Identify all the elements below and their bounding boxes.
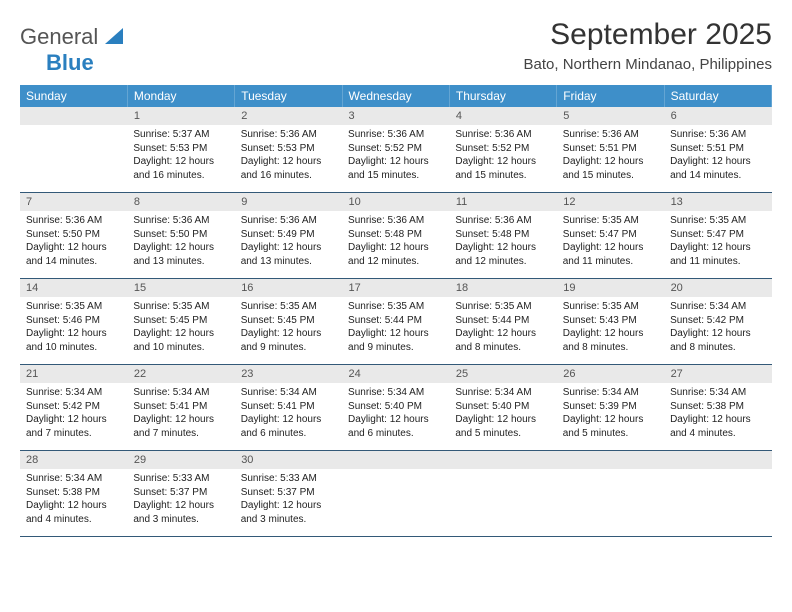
day-detail-cell [20, 125, 127, 193]
day-detail-cell [557, 469, 664, 537]
day-detail-cell [664, 469, 771, 537]
day-detail-cell: Sunrise: 5:34 AMSunset: 5:38 PMDaylight:… [20, 469, 127, 537]
day-detail-cell: Sunrise: 5:37 AMSunset: 5:53 PMDaylight:… [127, 125, 234, 193]
day-detail-cell: Sunrise: 5:36 AMSunset: 5:51 PMDaylight:… [557, 125, 664, 193]
day-detail-cell: Sunrise: 5:36 AMSunset: 5:48 PMDaylight:… [342, 211, 449, 279]
logo: General Blue [20, 18, 123, 76]
day-detail-cell: Sunrise: 5:36 AMSunset: 5:52 PMDaylight:… [342, 125, 449, 193]
day-detail-cell: Sunrise: 5:34 AMSunset: 5:41 PMDaylight:… [127, 383, 234, 451]
day-number-row: 78910111213 [20, 193, 772, 212]
day-header-cell: Friday [557, 85, 664, 107]
day-detail-cell: Sunrise: 5:35 AMSunset: 5:44 PMDaylight:… [449, 297, 556, 365]
month-title: September 2025 [524, 18, 772, 52]
location-text: Bato, Northern Mindanao, Philippines [524, 56, 772, 73]
day-number-cell: 23 [235, 365, 342, 384]
day-number-row: 14151617181920 [20, 279, 772, 298]
day-detail-cell: Sunrise: 5:34 AMSunset: 5:38 PMDaylight:… [664, 383, 771, 451]
day-detail-cell: Sunrise: 5:34 AMSunset: 5:39 PMDaylight:… [557, 383, 664, 451]
day-number-cell: 25 [449, 365, 556, 384]
day-detail-cell: Sunrise: 5:34 AMSunset: 5:40 PMDaylight:… [449, 383, 556, 451]
day-number-cell: 16 [235, 279, 342, 298]
day-number-cell: 12 [557, 193, 664, 212]
day-detail-row: Sunrise: 5:36 AMSunset: 5:50 PMDaylight:… [20, 211, 772, 279]
day-number-cell: 8 [127, 193, 234, 212]
day-number-cell: 2 [235, 107, 342, 125]
day-header-cell: Tuesday [235, 85, 342, 107]
day-number-cell: 17 [342, 279, 449, 298]
day-detail-cell: Sunrise: 5:36 AMSunset: 5:51 PMDaylight:… [664, 125, 771, 193]
day-number-cell: 26 [557, 365, 664, 384]
calendar-table: SundayMondayTuesdayWednesdayThursdayFrid… [20, 85, 772, 537]
day-number-cell: 27 [664, 365, 771, 384]
day-header-cell: Wednesday [342, 85, 449, 107]
day-detail-cell: Sunrise: 5:36 AMSunset: 5:48 PMDaylight:… [449, 211, 556, 279]
day-number-cell: 9 [235, 193, 342, 212]
day-detail-cell: Sunrise: 5:36 AMSunset: 5:53 PMDaylight:… [235, 125, 342, 193]
day-number-cell [342, 451, 449, 470]
day-number-cell: 18 [449, 279, 556, 298]
day-number-cell: 6 [664, 107, 771, 125]
day-detail-row: Sunrise: 5:37 AMSunset: 5:53 PMDaylight:… [20, 125, 772, 193]
day-header-cell: Thursday [449, 85, 556, 107]
day-detail-cell: Sunrise: 5:34 AMSunset: 5:40 PMDaylight:… [342, 383, 449, 451]
day-number-cell [557, 451, 664, 470]
day-detail-cell [342, 469, 449, 537]
day-number-cell: 15 [127, 279, 234, 298]
day-number-cell: 14 [20, 279, 127, 298]
day-number-row: 282930 [20, 451, 772, 470]
day-detail-cell: Sunrise: 5:35 AMSunset: 5:45 PMDaylight:… [127, 297, 234, 365]
day-number-cell: 3 [342, 107, 449, 125]
day-number-cell: 22 [127, 365, 234, 384]
day-number-row: 123456 [20, 107, 772, 125]
day-number-cell [20, 107, 127, 125]
day-detail-row: Sunrise: 5:35 AMSunset: 5:46 PMDaylight:… [20, 297, 772, 365]
day-number-cell: 29 [127, 451, 234, 470]
logo-sail-icon [105, 28, 123, 44]
day-number-cell: 24 [342, 365, 449, 384]
day-number-cell [449, 451, 556, 470]
day-detail-cell: Sunrise: 5:35 AMSunset: 5:43 PMDaylight:… [557, 297, 664, 365]
day-number-cell: 4 [449, 107, 556, 125]
day-detail-cell: Sunrise: 5:36 AMSunset: 5:50 PMDaylight:… [20, 211, 127, 279]
day-header-cell: Monday [127, 85, 234, 107]
day-detail-cell: Sunrise: 5:35 AMSunset: 5:44 PMDaylight:… [342, 297, 449, 365]
day-number-cell: 13 [664, 193, 771, 212]
day-detail-cell [449, 469, 556, 537]
day-detail-cell: Sunrise: 5:33 AMSunset: 5:37 PMDaylight:… [127, 469, 234, 537]
day-detail-cell: Sunrise: 5:35 AMSunset: 5:45 PMDaylight:… [235, 297, 342, 365]
logo-word2: Blue [20, 50, 94, 75]
day-detail-cell: Sunrise: 5:36 AMSunset: 5:50 PMDaylight:… [127, 211, 234, 279]
day-number-cell: 11 [449, 193, 556, 212]
day-number-cell: 5 [557, 107, 664, 125]
day-detail-cell: Sunrise: 5:34 AMSunset: 5:41 PMDaylight:… [235, 383, 342, 451]
day-number-cell: 21 [20, 365, 127, 384]
day-number-cell: 28 [20, 451, 127, 470]
day-number-cell: 30 [235, 451, 342, 470]
day-number-cell: 20 [664, 279, 771, 298]
day-detail-cell: Sunrise: 5:33 AMSunset: 5:37 PMDaylight:… [235, 469, 342, 537]
day-number-cell: 1 [127, 107, 234, 125]
day-detail-cell: Sunrise: 5:35 AMSunset: 5:46 PMDaylight:… [20, 297, 127, 365]
day-detail-cell: Sunrise: 5:35 AMSunset: 5:47 PMDaylight:… [664, 211, 771, 279]
day-detail-row: Sunrise: 5:34 AMSunset: 5:38 PMDaylight:… [20, 469, 772, 537]
day-detail-row: Sunrise: 5:34 AMSunset: 5:42 PMDaylight:… [20, 383, 772, 451]
day-detail-cell: Sunrise: 5:34 AMSunset: 5:42 PMDaylight:… [20, 383, 127, 451]
day-number-cell: 19 [557, 279, 664, 298]
day-header-cell: Sunday [20, 85, 127, 107]
day-detail-cell: Sunrise: 5:36 AMSunset: 5:49 PMDaylight:… [235, 211, 342, 279]
day-number-cell: 10 [342, 193, 449, 212]
logo-word1: General [20, 24, 98, 49]
title-block: September 2025 Bato, Northern Mindanao, … [524, 18, 772, 81]
header: General Blue September 2025 Bato, Northe… [20, 18, 772, 81]
day-number-row: 21222324252627 [20, 365, 772, 384]
day-number-cell [664, 451, 771, 470]
day-header-row: SundayMondayTuesdayWednesdayThursdayFrid… [20, 85, 772, 107]
day-detail-cell: Sunrise: 5:35 AMSunset: 5:47 PMDaylight:… [557, 211, 664, 279]
day-number-cell: 7 [20, 193, 127, 212]
day-detail-cell: Sunrise: 5:36 AMSunset: 5:52 PMDaylight:… [449, 125, 556, 193]
day-detail-cell: Sunrise: 5:34 AMSunset: 5:42 PMDaylight:… [664, 297, 771, 365]
day-header-cell: Saturday [664, 85, 771, 107]
